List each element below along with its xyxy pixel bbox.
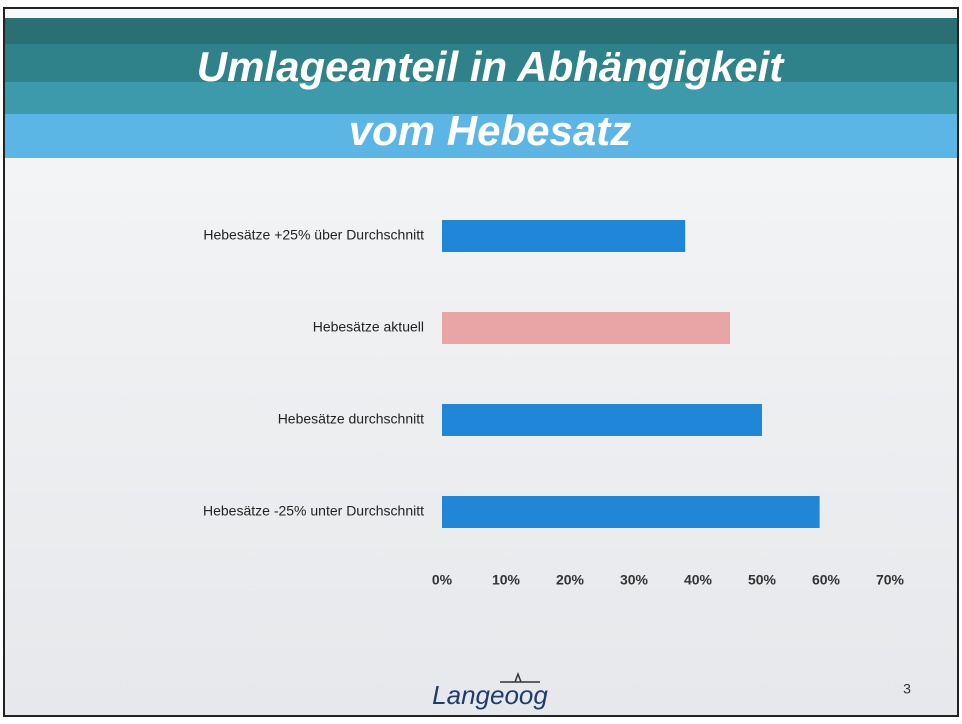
x-tick-label: 50% (748, 572, 777, 588)
bar (442, 220, 686, 252)
x-tick-label: 10% (492, 572, 521, 588)
y-tick-label: Hebesätze +25% über Durchschnitt (203, 227, 424, 243)
x-tick-label: 30% (620, 572, 649, 588)
bar (442, 496, 820, 528)
header-band (5, 44, 957, 82)
title-line: Umlageanteil in Abhängigkeit (197, 43, 786, 90)
x-tick-label: 40% (684, 572, 713, 588)
y-tick-label: Hebesätze aktuell (313, 319, 424, 335)
x-tick-label: 70% (876, 572, 905, 588)
bar (442, 404, 762, 436)
y-tick-label: Hebesätze durchschnitt (278, 411, 424, 427)
x-tick-label: 0% (432, 572, 453, 588)
logo: Langeoog (432, 680, 548, 710)
header-band (5, 82, 957, 114)
x-tick-label: 60% (812, 572, 841, 588)
title-line: vom Hebesatz (349, 107, 631, 154)
x-tick-label: 20% (556, 572, 585, 588)
bar (442, 312, 730, 344)
logo-icon (500, 671, 540, 683)
page-number: 3 (903, 681, 911, 697)
header-band (5, 18, 957, 44)
header-band (5, 114, 957, 158)
chart: 0% 10% 20% 30% 40% 50% 60% 70% Hebesätze +25% üb… (203, 220, 905, 588)
y-tick-label: Hebesätze -25% unter Durchschnitt (203, 503, 424, 519)
